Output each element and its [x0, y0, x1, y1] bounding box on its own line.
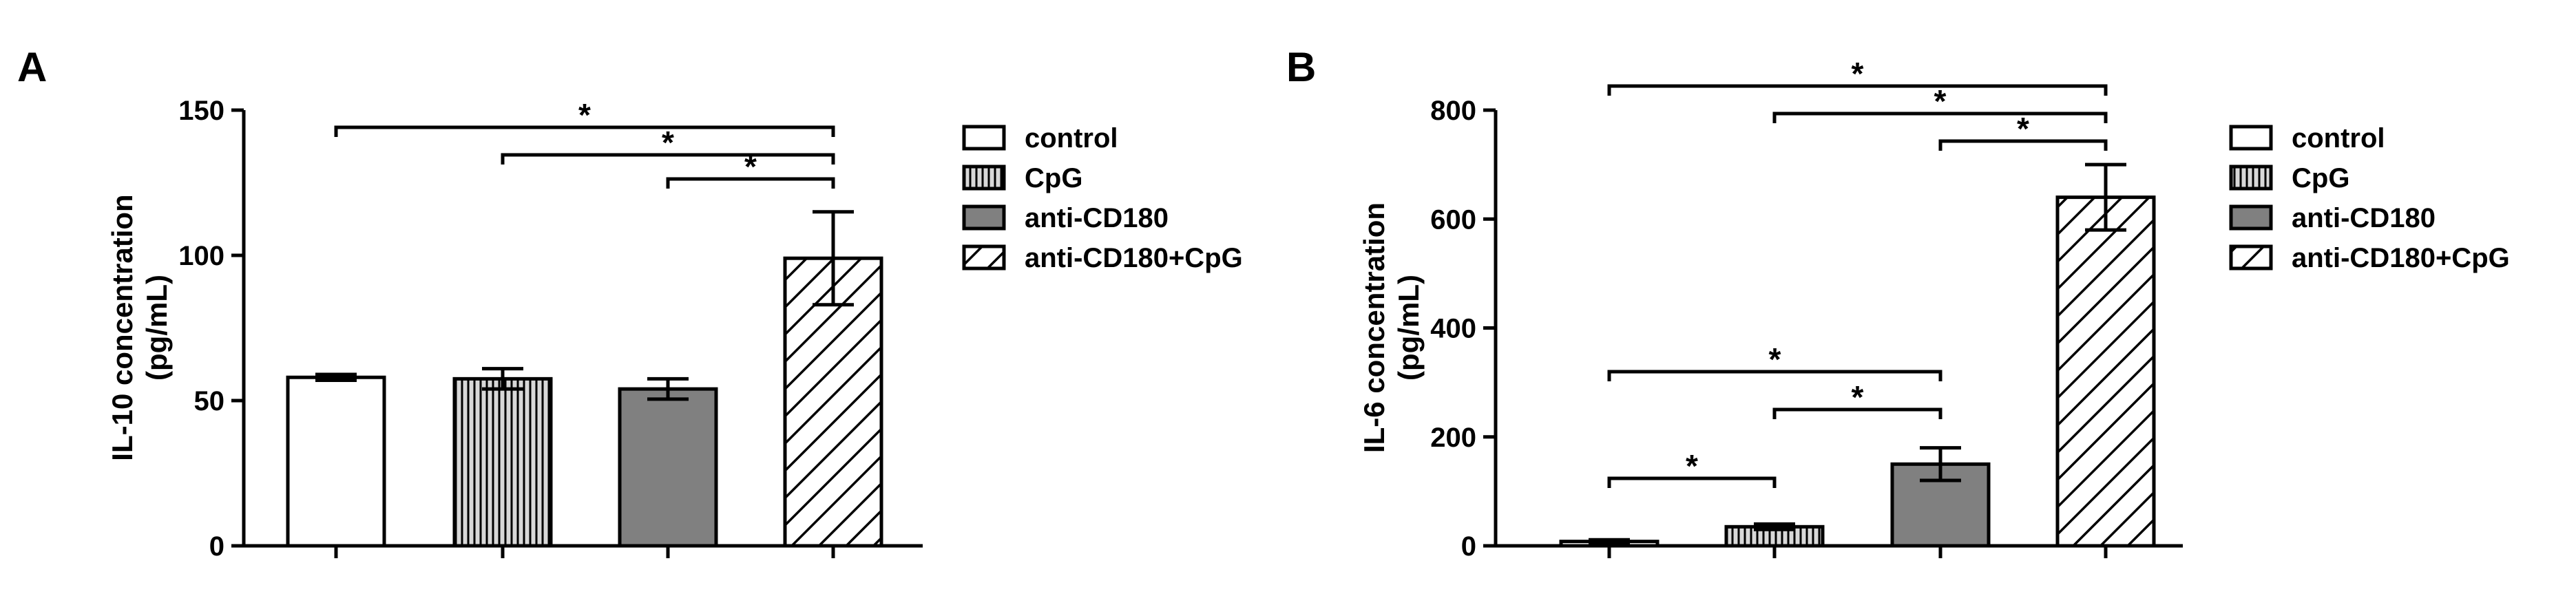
panel-b-ytick-label: 600	[1430, 204, 1476, 235]
panel-a-ylabel-line1: IL-10 concentration	[106, 194, 138, 460]
panel-a-sig-bracket-1	[334, 125, 835, 137]
panel-b-legend-swatch-4	[2229, 244, 2273, 271]
panel-b-sig-bracket-4	[1607, 370, 1943, 381]
panel-a-legend-label-2: CpG	[1025, 163, 1082, 193]
panel-a-ytick-label: 100	[178, 241, 224, 271]
panel-a-bar-3	[618, 387, 718, 548]
panel-a-sig-star-3: *	[744, 149, 757, 184]
panel-a-chart: A IL-10 concentration (pg/mL) 0 50 100 150 *…	[17, 44, 1243, 562]
panel-a-legend: control CpG anti-CD180 anti-CD180+CpG	[962, 123, 1243, 273]
panel-a-ytick-label: 0	[209, 531, 224, 562]
panel-b-sig-star-5: *	[1852, 379, 1864, 415]
panel-b-ylabel-line1: IL-6 concentration	[1358, 202, 1390, 453]
panel-b-legend-swatch-2	[2229, 165, 2273, 191]
panel-b-sig-bracket-1	[1607, 84, 2108, 96]
panel-a-sig-star-2: *	[662, 125, 674, 160]
panel-a-sig-bracket-2	[501, 153, 835, 165]
panel-b-chart: B IL-6 concentration (pg/mL) 0 200 400 600 8…	[1286, 44, 2510, 562]
panel-b-legend-label-3: anti-CD180	[2292, 203, 2436, 233]
panel-a-legend-label-3: anti-CD180	[1025, 203, 1169, 233]
panel-a-legend-swatch-1	[962, 125, 1006, 151]
panel-b-ytick-label: 0	[1461, 531, 1476, 562]
panel-a-ytick-label: 150	[178, 96, 224, 126]
panel-a-legend-label-1: control	[1025, 123, 1118, 153]
panel-a-plot-area: 0 50 100 150 * * *	[178, 96, 923, 562]
panel-a-ytick-label: 50	[194, 386, 225, 416]
panel-b-sig-star-3: *	[2017, 111, 2029, 147]
panel-b-sig-bracket-6	[1607, 476, 1777, 488]
panel-a-legend-label-4: anti-CD180+CpG	[1025, 243, 1243, 273]
panel-a-bar-1	[286, 375, 386, 548]
panel-b-sig-star-1: *	[1852, 56, 1864, 92]
panel-a-sig-star-1: *	[578, 97, 591, 133]
panel-b-ytick-label: 400	[1430, 314, 1476, 344]
panel-a-bar-2	[452, 376, 553, 548]
panel-b-legend-label-4: anti-CD180+CpG	[2292, 243, 2510, 273]
panel-b-legend: control CpG anti-CD180 anti-CD180+CpG	[2229, 123, 2510, 273]
panel-b-legend-label-1: control	[2292, 123, 2385, 153]
panel-b-ytick-label: 800	[1430, 96, 1476, 126]
panel-a-legend-swatch-4	[962, 244, 1006, 271]
panel-b-plot-area: 0 200 400 600 800 * * * * * *	[1430, 56, 2183, 562]
panel-a-legend-swatch-3	[962, 204, 1006, 231]
panel-b-legend-swatch-1	[2229, 125, 2273, 151]
panel-a-letter: A	[17, 44, 47, 90]
panel-b-sig-bracket-2	[1772, 112, 2108, 123]
panel-a-sig-bracket-3	[666, 177, 835, 189]
panel-a-ylabel-line2: (pg/mL)	[140, 275, 173, 381]
panel-a-legend-swatch-2	[962, 165, 1006, 191]
panel-b-legend-label-2: CpG	[2292, 163, 2349, 193]
panel-b-sig-star-6: *	[1686, 448, 1698, 484]
panel-b-sig-star-4: *	[1769, 341, 1781, 377]
panel-b-bar-4	[2055, 195, 2156, 548]
panel-b-legend-swatch-3	[2229, 204, 2273, 231]
panel-b-letter: B	[1286, 44, 1316, 90]
panel-b-sig-bracket-3	[1938, 139, 2108, 151]
panel-b-ylabel-line2: (pg/mL)	[1392, 275, 1425, 381]
panel-b-sig-star-2: *	[1934, 83, 1947, 119]
panel-b-sig-bracket-5	[1772, 407, 1943, 419]
panel-b-ytick-label: 200	[1430, 423, 1476, 453]
